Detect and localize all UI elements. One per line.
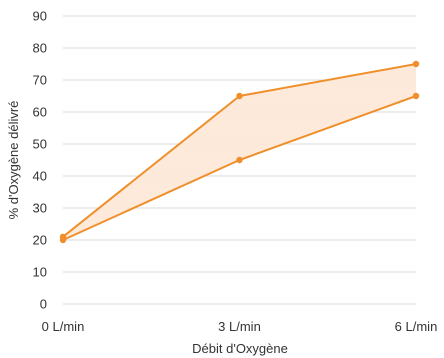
x-tick-label-1: 3 L/min bbox=[218, 319, 261, 334]
data-point-s0-1 bbox=[236, 92, 243, 100]
y-tick-label-90: 90 bbox=[33, 9, 47, 24]
data-points bbox=[59, 60, 420, 244]
x-tick-label-2: 6 L/min bbox=[395, 319, 438, 334]
y-tick-label-60: 60 bbox=[33, 105, 47, 120]
data-point-s1-2 bbox=[412, 92, 420, 100]
y-tick-label-50: 50 bbox=[33, 137, 47, 152]
y-tick-labels: 0 10 20 30 40 50 60 70 80 90 bbox=[33, 9, 47, 312]
x-tick-label-0: 0 L/min bbox=[42, 319, 85, 334]
data-point-s1-1 bbox=[236, 156, 243, 164]
y-tick-label-30: 30 bbox=[33, 201, 47, 216]
x-tick-labels: 0 L/min 3 L/min 6 L/min bbox=[42, 319, 438, 334]
data-point-s0-2 bbox=[412, 60, 420, 68]
y-tick-label-20: 20 bbox=[33, 233, 47, 248]
y-tick-label-40: 40 bbox=[33, 169, 47, 184]
y-tick-label-70: 70 bbox=[33, 73, 47, 88]
range-fill-area bbox=[63, 64, 416, 240]
x-axis-title: Débit d'Oxygène bbox=[192, 341, 288, 356]
y-tick-label-10: 10 bbox=[33, 265, 47, 280]
y-axis-title: % d'Oxygène délivré bbox=[6, 101, 21, 220]
y-tick-label-80: 80 bbox=[33, 41, 47, 56]
data-point-s1-0 bbox=[59, 236, 67, 244]
y-tick-label-0: 0 bbox=[40, 297, 47, 312]
